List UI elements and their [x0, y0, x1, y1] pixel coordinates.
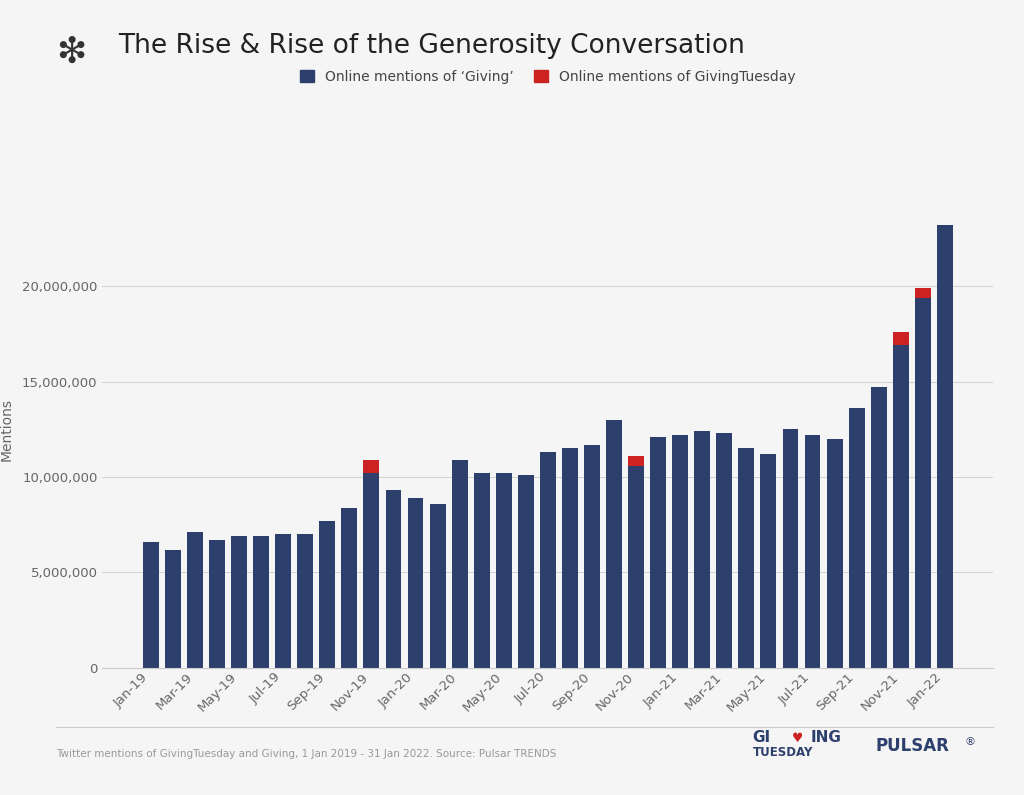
Bar	[738, 448, 755, 668]
Bar	[606, 420, 622, 668]
Legend: Online mentions of ‘Giving’, Online mentions of GivingTuesday: Online mentions of ‘Giving’, Online ment…	[294, 64, 802, 89]
Text: PULSAR: PULSAR	[876, 737, 949, 755]
Bar	[849, 409, 864, 668]
Bar	[717, 433, 732, 668]
Bar	[408, 498, 424, 668]
Bar	[187, 533, 203, 668]
Bar	[672, 435, 688, 668]
Y-axis label: Mentions: Mentions	[0, 398, 13, 461]
Bar	[628, 466, 644, 668]
Bar	[297, 534, 313, 668]
Bar	[364, 473, 379, 668]
Bar	[143, 542, 159, 668]
Text: ♥: ♥	[792, 732, 803, 745]
Bar	[937, 225, 952, 668]
Bar	[341, 507, 357, 668]
Bar	[562, 448, 578, 668]
Bar	[253, 536, 269, 668]
Bar	[694, 431, 711, 668]
Bar	[782, 429, 799, 668]
Text: ❇: ❇	[56, 36, 87, 70]
Bar	[385, 491, 401, 668]
Bar	[496, 473, 512, 668]
Bar	[518, 475, 534, 668]
Bar	[914, 288, 931, 297]
Bar	[914, 297, 931, 668]
Bar	[761, 454, 776, 668]
Text: GI: GI	[753, 730, 771, 745]
Bar	[893, 345, 908, 668]
Bar	[231, 536, 247, 668]
Text: TUESDAY: TUESDAY	[753, 747, 813, 759]
Bar	[209, 540, 225, 668]
Text: ING: ING	[811, 730, 842, 745]
Bar	[430, 504, 445, 668]
Bar	[165, 549, 181, 668]
Bar	[540, 452, 556, 668]
Bar	[650, 437, 666, 668]
Bar	[275, 534, 291, 668]
Bar	[826, 439, 843, 668]
Bar	[628, 456, 644, 466]
Text: The Rise & Rise of the Generosity Conversation: The Rise & Rise of the Generosity Conver…	[118, 33, 744, 60]
Bar	[452, 460, 468, 668]
Bar	[893, 332, 908, 345]
Text: ®: ®	[965, 737, 976, 747]
Bar	[319, 521, 335, 668]
Bar	[584, 444, 600, 668]
Bar	[364, 460, 379, 473]
Text: Twitter mentions of GivingTuesday and Giving, 1 Jan 2019 - 31 Jan 2022. Source: : Twitter mentions of GivingTuesday and Gi…	[56, 749, 557, 759]
Bar	[870, 387, 887, 668]
Bar	[474, 473, 489, 668]
Bar	[805, 435, 820, 668]
